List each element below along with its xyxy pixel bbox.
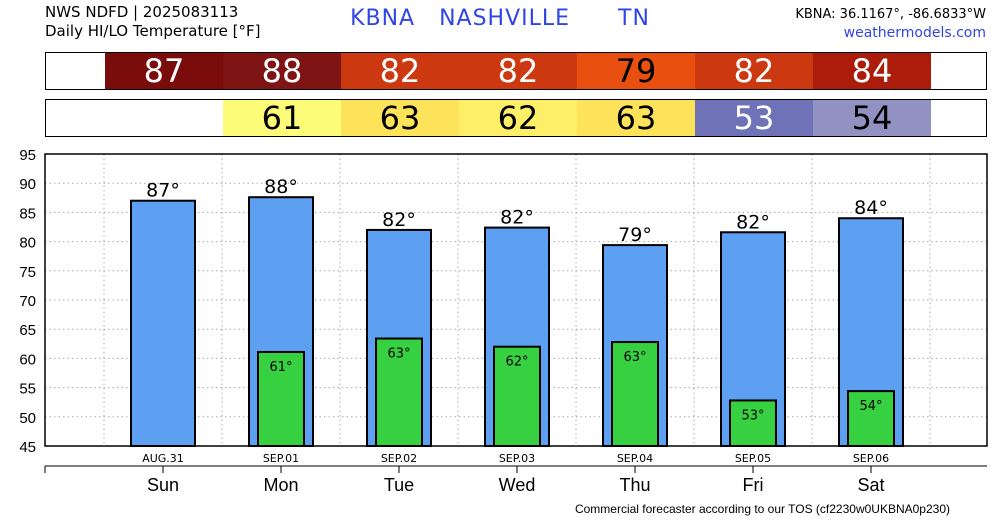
hi-value-label: 87° — [146, 180, 180, 202]
lo-strip-cell: 53 — [695, 100, 813, 137]
chart-header-left: NWS NDFD | 2025083113 Daily HI/LO Temper… — [45, 3, 261, 41]
hi-strip-cell: 82 — [341, 53, 459, 90]
lo-strip-cell: 54 — [813, 100, 931, 137]
station-state: TN — [618, 6, 650, 31]
y-tick-label: 70 — [19, 293, 36, 310]
lo-strip-cell: 63 — [341, 100, 459, 137]
day-label: Wed — [499, 475, 536, 495]
hi-value-label: 88° — [264, 176, 298, 198]
day-label: Sun — [147, 475, 179, 495]
hi-value-label: 82° — [382, 209, 416, 231]
lo-bar — [257, 350, 305, 448]
lo-value-label: 53° — [741, 408, 764, 423]
y-tick-label: 95 — [19, 147, 36, 164]
hi-strip-cell: 82 — [695, 53, 813, 90]
hi-value-label: 82° — [736, 211, 770, 233]
site-link[interactable]: weathermodels.com — [843, 25, 986, 41]
hi-value-label: 79° — [618, 224, 652, 246]
hi-strip-cell: 87 — [105, 53, 223, 90]
footer-note: Commercial forecaster according to our T… — [574, 502, 950, 516]
hi-value-label: 84° — [854, 197, 888, 219]
hi-temperature-strip: 87 88 82 82 79 82 84 — [45, 52, 987, 90]
station-id: KBNA — [350, 6, 416, 31]
station-coords: KBNA: 36.1167°, -86.6833°W — [795, 7, 986, 22]
lo-strip-cell: 62 — [459, 100, 577, 137]
day-label: Tue — [384, 475, 414, 495]
y-tick-label: 50 — [19, 410, 36, 427]
lo-value-label: 63° — [623, 350, 646, 365]
hi-strip-cell: 79 — [577, 53, 695, 90]
lo-bar — [611, 341, 659, 448]
day-label: Sat — [857, 475, 884, 495]
lo-value-label: 63° — [387, 347, 410, 362]
y-tick-label: 65 — [19, 322, 36, 339]
hi-value-label: 82° — [500, 207, 534, 229]
hi-bar — [130, 199, 196, 447]
day-label: Mon — [263, 475, 298, 495]
lo-temperature-strip: 61 63 62 63 53 54 — [45, 99, 987, 137]
y-tick-label: 90 — [19, 176, 36, 193]
date-label: AUG.31 — [142, 452, 184, 465]
lo-bar — [493, 345, 541, 447]
y-tick-label: 80 — [19, 235, 36, 252]
y-tick-label: 75 — [19, 264, 36, 281]
day-label: Fri — [743, 475, 764, 495]
date-label: SEP.01 — [263, 452, 299, 465]
y-tick-label: 45 — [19, 439, 36, 456]
date-label: SEP.06 — [853, 452, 889, 465]
model-run-label: NWS NDFD | 2025083113 — [45, 3, 239, 21]
date-label: SEP.03 — [499, 452, 535, 465]
lo-value-label: 62° — [505, 355, 528, 370]
date-label: SEP.05 — [735, 452, 771, 465]
lo-strip-cell: 61 — [223, 100, 341, 137]
chart-title: Daily HI/LO Temperature [°F] — [45, 22, 261, 40]
y-tick-label: 85 — [19, 205, 36, 222]
lo-value-label: 61° — [269, 360, 292, 375]
lo-bar — [847, 390, 895, 448]
lo-strip-cell — [105, 100, 223, 136]
hi-strip-cell: 84 — [813, 53, 931, 90]
day-label: Thu — [619, 475, 650, 495]
lo-bar — [729, 399, 777, 447]
y-tick-label: 55 — [19, 381, 36, 398]
hi-strip-cell: 82 — [459, 53, 577, 90]
hi-strip-cell: 88 — [223, 53, 341, 90]
lo-bar — [375, 337, 423, 448]
y-tick-label: 60 — [19, 351, 36, 368]
station-title: KBNA NASHVILLE TN — [0, 6, 1000, 31]
date-label: SEP.02 — [381, 452, 417, 465]
date-label: SEP.04 — [617, 452, 653, 465]
lo-strip-cell: 63 — [577, 100, 695, 137]
lo-value-label: 54° — [859, 399, 882, 414]
station-city: NASHVILLE — [439, 6, 571, 31]
chart-header-right: KBNA: 36.1167°, -86.6833°W weathermodels… — [795, 5, 986, 43]
